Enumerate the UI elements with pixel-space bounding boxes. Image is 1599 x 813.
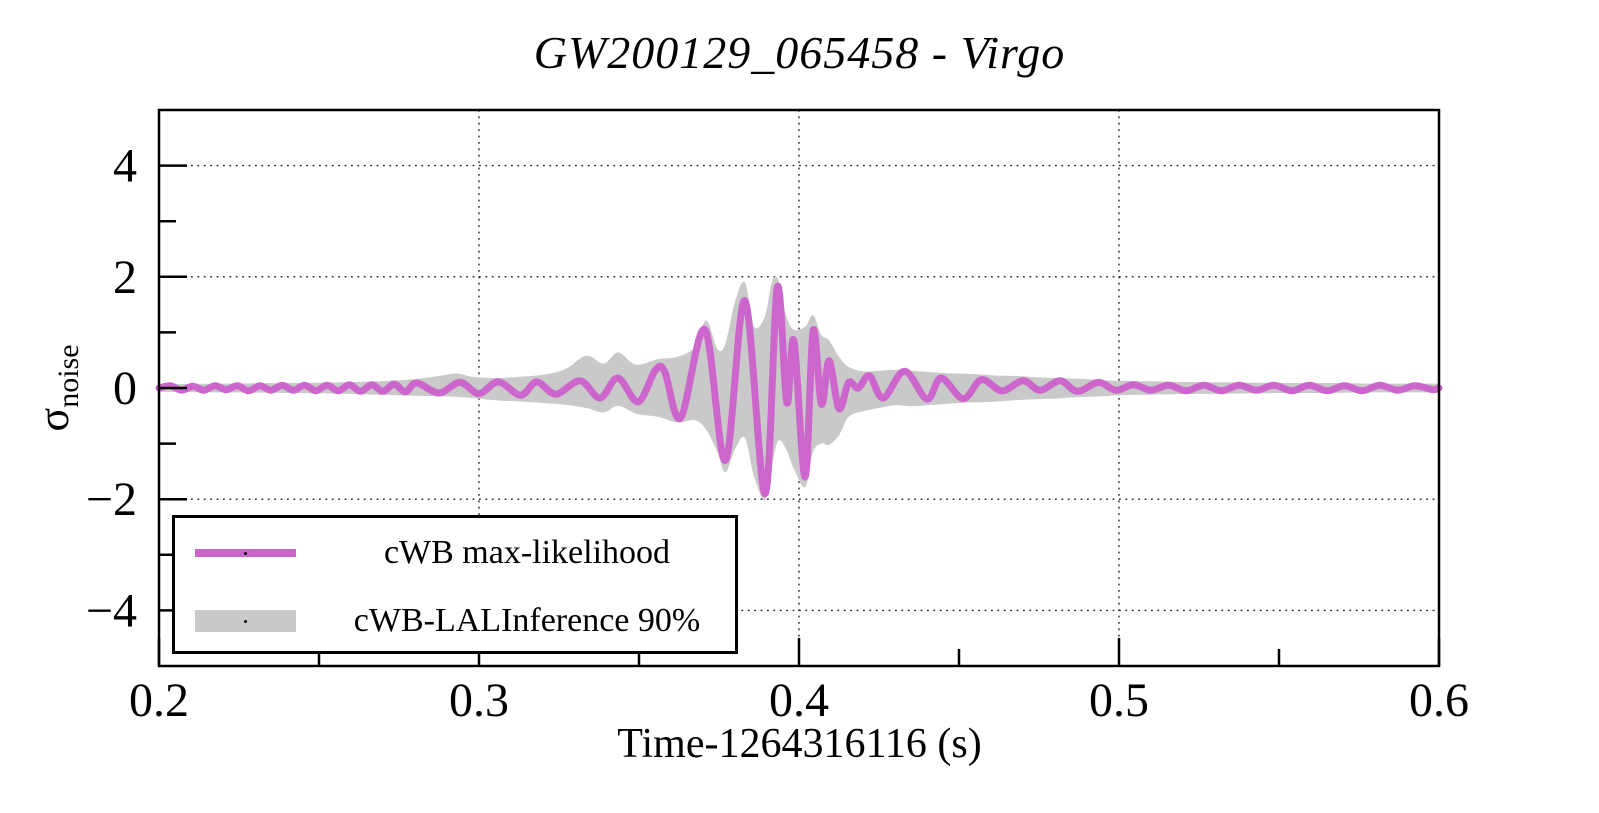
legend-marker-dot xyxy=(244,552,247,555)
legend-item-band: cWB-LALInference 90% xyxy=(175,588,735,654)
plot-area: 0.20.30.40.50.6−4−2024 xyxy=(0,0,1599,813)
legend-band-swatch-area xyxy=(195,588,296,654)
legend-label-line: cWB max-likelihood xyxy=(325,520,729,586)
legend-marker-dot xyxy=(244,620,247,623)
y-axis-label: σnoise xyxy=(28,344,86,431)
legend-item-line: cWB max-likelihood xyxy=(175,520,735,586)
y-axis-subscript: noise xyxy=(52,344,85,407)
chart-title: GW200129_065458 - Virgo xyxy=(0,26,1599,79)
y-tick-label: 4 xyxy=(113,140,137,193)
waveform-figure: 0.20.30.40.50.6−4−2024 GW200129_065458 -… xyxy=(0,0,1599,813)
y-tick-label: 0 xyxy=(113,362,137,415)
y-tick-label: −4 xyxy=(86,584,137,637)
y-tick-label: 2 xyxy=(113,251,137,304)
legend: cWB max-likelihood cWB-LALInference 90% xyxy=(172,515,738,654)
y-tick-label: −2 xyxy=(86,473,137,526)
x-axis-label: Time-1264316116 (s) xyxy=(0,720,1599,768)
y-axis-symbol: σ xyxy=(29,408,78,432)
legend-line-swatch-area xyxy=(195,520,296,586)
legend-label-band: cWB-LALInference 90% xyxy=(325,588,729,654)
